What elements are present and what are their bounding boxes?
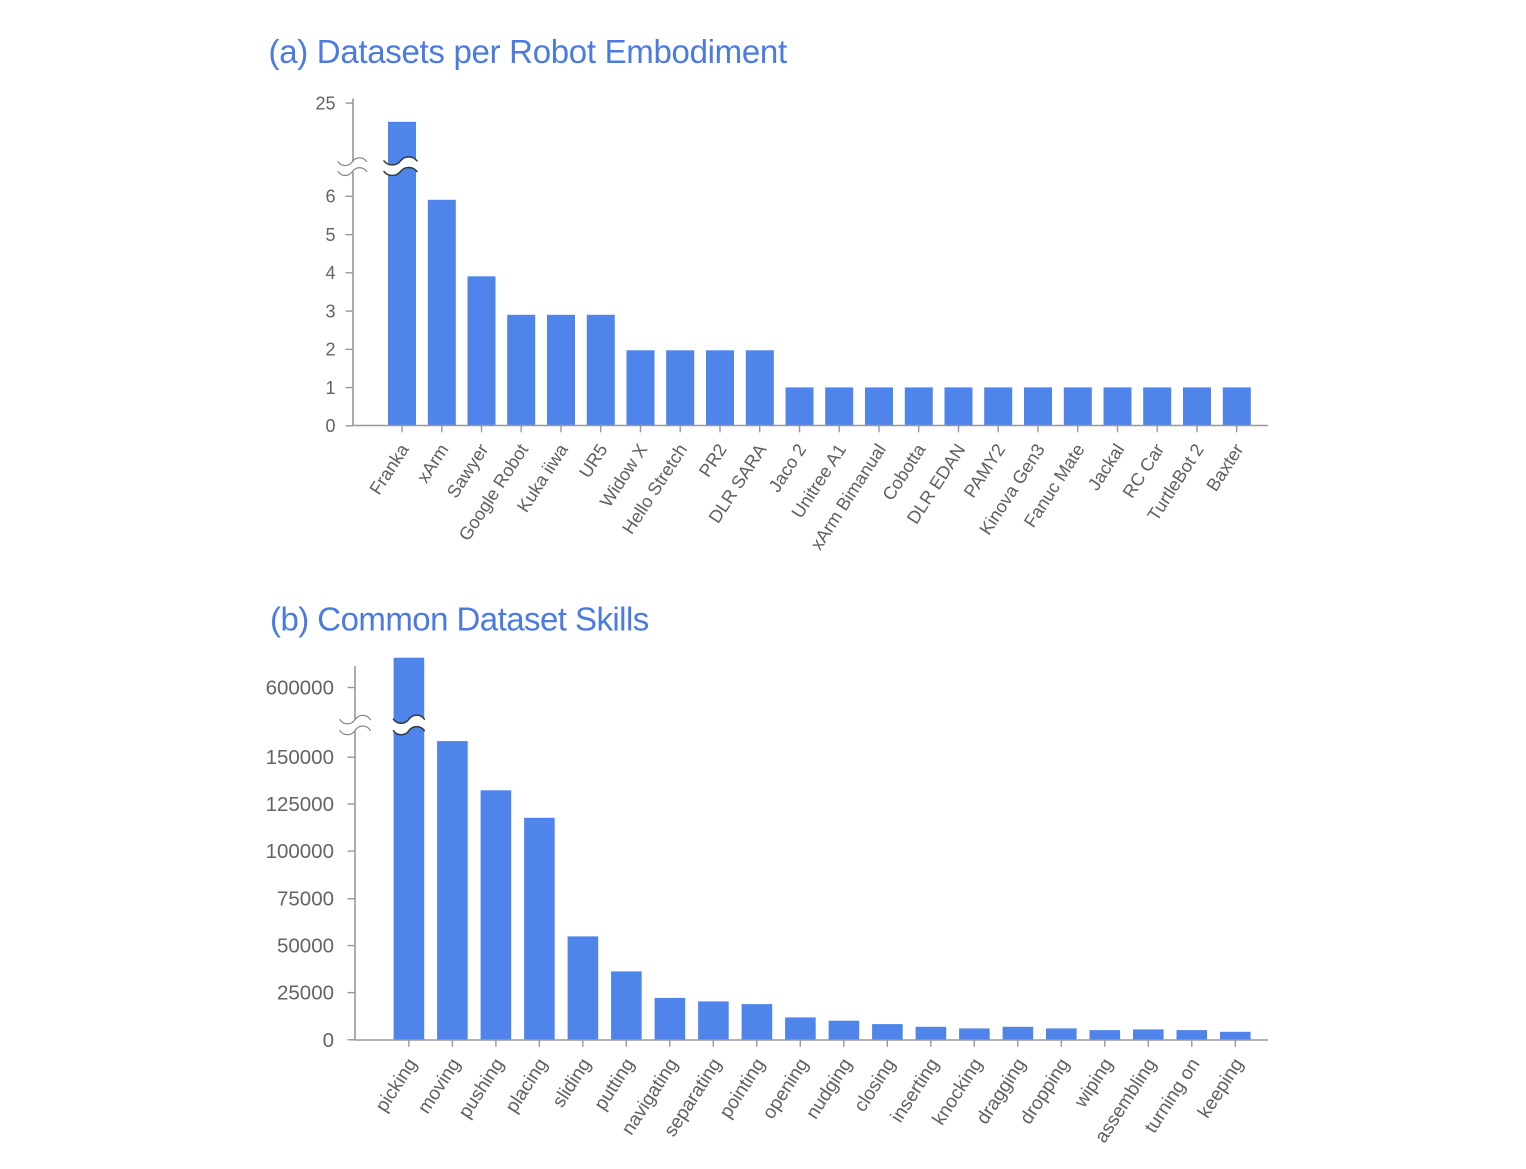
svg-text:2: 2 (325, 340, 335, 360)
svg-text:(b) Common Dataset Skills: (b) Common Dataset Skills (270, 601, 649, 638)
svg-text:5: 5 (325, 225, 335, 245)
svg-text:25000: 25000 (277, 982, 334, 1005)
svg-text:6: 6 (325, 187, 335, 207)
svg-text:25: 25 (315, 93, 335, 113)
svg-text:4: 4 (325, 263, 335, 283)
svg-text:125000: 125000 (266, 793, 334, 816)
svg-text:0: 0 (325, 416, 335, 436)
svg-text:3: 3 (325, 301, 335, 321)
svg-text:100000: 100000 (266, 840, 334, 863)
svg-text:1: 1 (325, 378, 335, 398)
svg-text:600000: 600000 (266, 677, 334, 700)
svg-text:50000: 50000 (277, 935, 334, 958)
svg-text:75000: 75000 (277, 888, 334, 911)
svg-text:(a) Datasets per Robot Embodim: (a) Datasets per Robot Embodiment (269, 33, 787, 70)
svg-text:150000: 150000 (266, 746, 334, 769)
svg-text:0: 0 (323, 1029, 334, 1052)
